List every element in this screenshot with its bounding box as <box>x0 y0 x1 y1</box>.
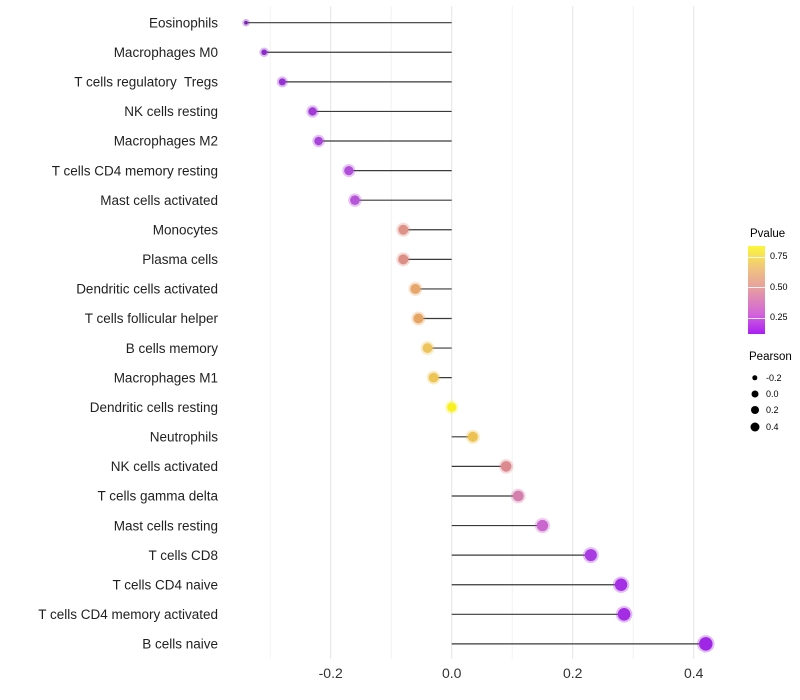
y-axis-label: Mast cells resting <box>114 518 218 533</box>
y-axis-label: T cells regulatory Tregs <box>74 75 218 90</box>
data-point <box>422 343 433 353</box>
y-axis-label: Macrophages M0 <box>114 45 218 60</box>
pearson-size-label: 0.2 <box>766 405 779 415</box>
data-point <box>398 254 409 265</box>
y-axis-label: Plasma cells <box>142 252 218 267</box>
pvalue-colorbar-tick <box>748 256 765 258</box>
pearson-size-dot <box>751 390 759 398</box>
data-point <box>500 461 512 472</box>
pearson-size-dot <box>752 375 758 381</box>
data-point <box>699 637 713 651</box>
y-axis-label: NK cells resting <box>124 104 218 119</box>
data-point <box>512 490 524 502</box>
data-point <box>314 136 323 146</box>
data-point <box>447 402 457 412</box>
y-axis-label: Eosinophils <box>149 15 218 30</box>
y-axis-label: Mast cells activated <box>100 193 218 208</box>
pvalue-colorbar-tick <box>748 287 765 289</box>
x-axis-tick-label: 0.4 <box>684 665 704 681</box>
data-point <box>413 313 424 324</box>
y-axis-label: B cells naive <box>142 637 218 652</box>
data-point <box>244 20 248 25</box>
pearson-size-dot <box>750 422 760 432</box>
pvalue-colorbar-tick-label: 0.50 <box>770 282 788 292</box>
data-point <box>344 166 354 176</box>
pearson-size-dot <box>751 406 759 414</box>
data-point <box>278 78 286 86</box>
data-point <box>614 578 628 591</box>
y-axis-label: T cells CD4 naive <box>112 577 218 592</box>
data-point <box>428 372 439 383</box>
y-axis-label: Monocytes <box>153 222 219 237</box>
pearson-size-label: 0.4 <box>766 422 779 432</box>
data-point <box>584 549 597 562</box>
y-axis-label: B cells memory <box>126 341 219 356</box>
y-axis-label: Macrophages M1 <box>114 370 218 385</box>
y-axis-label: Dendritic cells activated <box>76 282 218 297</box>
y-axis-label: T cells gamma delta <box>97 489 218 504</box>
y-axis-label: T cells CD4 memory resting <box>52 163 218 178</box>
pearson-size-label: 0.0 <box>766 389 779 399</box>
y-axis-label: Macrophages M2 <box>114 134 218 149</box>
data-point <box>308 107 317 116</box>
data-point <box>350 195 360 205</box>
data-point <box>467 431 478 442</box>
pvalue-colorbar-tick-label: 0.75 <box>770 251 788 261</box>
data-point <box>410 283 421 294</box>
y-axis-label: Neutrophils <box>150 430 219 445</box>
y-axis-label: NK cells activated <box>111 459 218 474</box>
pvalue-colorbar-tick-label: 0.25 <box>770 312 788 322</box>
pvalue-legend-title: Pvalue <box>750 228 786 240</box>
pvalue-colorbar-tick <box>748 317 765 319</box>
y-axis-label: Dendritic cells resting <box>90 400 218 415</box>
pvalue-colorbar <box>748 246 765 334</box>
x-axis-tick-label: 0.0 <box>442 665 462 681</box>
data-point <box>398 224 409 235</box>
pearson-legend-title: Pearson <box>749 351 792 363</box>
y-axis-label: T cells CD8 <box>148 548 218 563</box>
y-axis-label: T cells CD4 memory activated <box>38 607 218 622</box>
pearson-size-label: -0.2 <box>766 373 782 383</box>
data-point <box>617 608 631 621</box>
y-axis-label: T cells follicular helper <box>85 311 219 326</box>
data-point <box>536 519 549 532</box>
data-point <box>261 49 267 56</box>
x-axis-tick-label: -0.2 <box>319 665 343 681</box>
x-axis-tick-label: 0.2 <box>563 665 583 681</box>
